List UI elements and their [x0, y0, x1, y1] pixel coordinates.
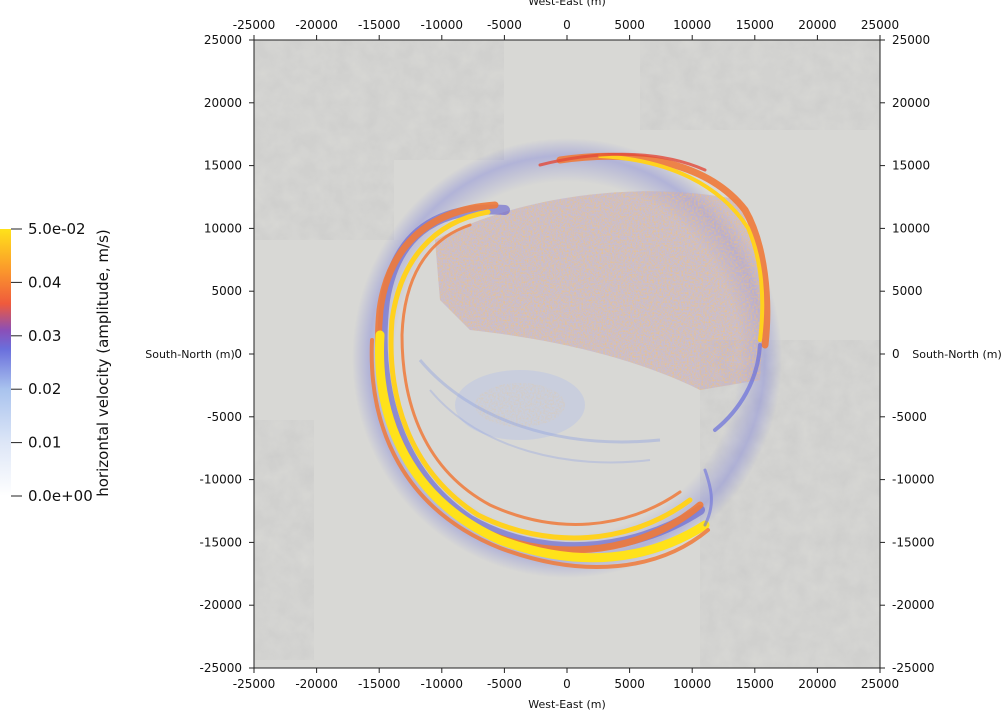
- y-tick-label-right: -15000: [892, 535, 935, 549]
- y-tick-label-right: 0: [892, 347, 900, 361]
- y-tick-label-right: -5000: [892, 410, 927, 424]
- x-axis-title-top: West-East (m): [528, 0, 606, 8]
- x-axis-title-bottom: West-East (m): [528, 698, 606, 711]
- colorbar-title: horizontal velocity (amplitude, m/s): [94, 229, 112, 497]
- x-tick-label-bottom: -25000: [233, 677, 276, 691]
- wavefront-ring: [369, 152, 771, 569]
- x-tick-label-top: 25000: [861, 18, 899, 32]
- y-tick-label-left: -5000: [207, 410, 242, 424]
- x-tick-label-bottom: 10000: [673, 677, 711, 691]
- y-tick-label-right: -10000: [892, 473, 935, 487]
- colorbar-tick-label: 0.04: [28, 273, 61, 291]
- x-tick-label-top: -10000: [421, 18, 464, 32]
- y-tick-label-right: 25000: [892, 33, 930, 47]
- x-tick-label-top: 0: [563, 18, 571, 32]
- y-tick-label-right: 5000: [892, 284, 923, 298]
- x-tick-label-bottom: -20000: [295, 677, 338, 691]
- x-tick-label-top: -5000: [487, 18, 522, 32]
- x-tick-label-top: 5000: [614, 18, 645, 32]
- x-tick-label-bottom: -15000: [358, 677, 401, 691]
- x-tick-label-bottom: 0: [563, 677, 571, 691]
- y-tick-label-right: 20000: [892, 96, 930, 110]
- colorbar-tick-label: 0.01: [28, 434, 61, 452]
- x-tick-label-top: 20000: [798, 18, 836, 32]
- colorbar-ticks: 5.0e-02 0.04 0.03 0.02 0.01 0.0e+00: [11, 220, 93, 505]
- terrain-relief: [254, 40, 880, 668]
- y-tick-label-left: -20000: [199, 598, 242, 612]
- y-axis-title-left: South-North (m): [145, 348, 235, 361]
- x-tick-label-top: -15000: [358, 18, 401, 32]
- x-tick-label-top: 15000: [736, 18, 774, 32]
- y-tick-label-left: -10000: [199, 473, 242, 487]
- colorbar-tick-label: 0.0e+00: [28, 487, 93, 505]
- x-tick-label-top: -20000: [295, 18, 338, 32]
- x-tick-label-bottom: -10000: [421, 677, 464, 691]
- x-tick-label-bottom: 25000: [861, 677, 899, 691]
- y-tick-label-right: 15000: [892, 159, 930, 173]
- axes: -25000 -25000 -20000 -20000 -15000 -15000 -100…: [199, 18, 934, 691]
- interior-field: [418, 191, 765, 464]
- y-tick-label-left: 5000: [211, 284, 242, 298]
- colorbar: 5.0e-02 0.04 0.03 0.02 0.01 0.0e+00 horizonta…: [0, 220, 112, 505]
- y-tick-label-left: -25000: [199, 661, 242, 675]
- y-tick-label-right: 10000: [892, 221, 930, 235]
- y-tick-label-left: 10000: [204, 221, 242, 235]
- x-tick-label-top: 10000: [673, 18, 711, 32]
- colorbar-tick-label: 0.03: [28, 327, 61, 345]
- x-tick-label-top: -25000: [233, 18, 276, 32]
- y-tick-label-left: 15000: [204, 159, 242, 173]
- y-tick-label-right: -25000: [892, 661, 935, 675]
- colorbar-tick-label: 0.02: [28, 380, 61, 398]
- y-tick-label-left: 25000: [204, 33, 242, 47]
- x-tick-label-bottom: 15000: [736, 677, 774, 691]
- heatmap-image: [254, 40, 880, 668]
- x-tick-label-bottom: 20000: [798, 677, 836, 691]
- y-axis-title-right: South-North (m): [912, 348, 1002, 361]
- y-tick-label-left: 0: [234, 347, 242, 361]
- colorbar-gradient: [0, 229, 11, 496]
- y-tick-label-left: 20000: [204, 96, 242, 110]
- x-tick-label-bottom: -5000: [487, 677, 522, 691]
- y-tick-label-right: -20000: [892, 598, 935, 612]
- colorbar-tick-label: 5.0e-02: [28, 220, 86, 238]
- y-tick-label-left: -15000: [199, 535, 242, 549]
- x-tick-label-bottom: 5000: [614, 677, 645, 691]
